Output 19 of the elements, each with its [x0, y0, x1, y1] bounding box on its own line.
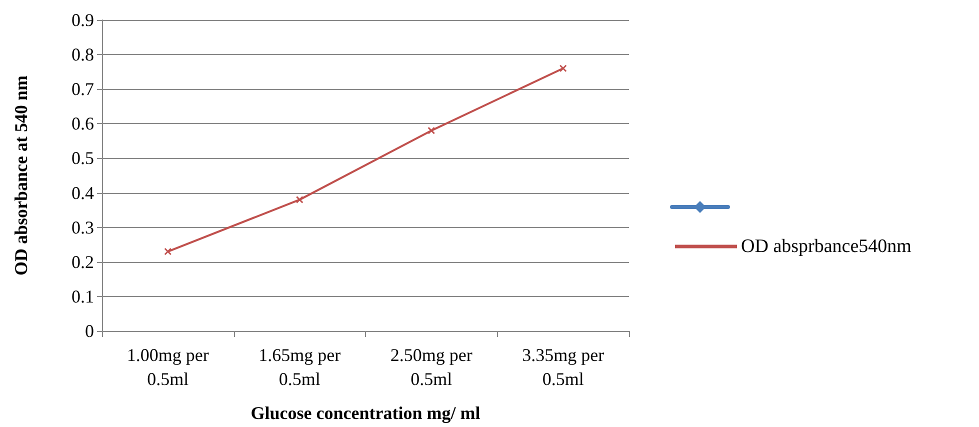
x-axis-title: Glucose concentration mg/ ml — [250, 403, 480, 423]
legend-label: OD absprbance540nm — [741, 236, 912, 257]
y-tick-label: 0.6 — [72, 114, 94, 134]
y-tick-label: 0.3 — [72, 217, 94, 238]
x-tick-label: 2.50mg per 0.5ml — [390, 345, 472, 389]
point — [428, 126, 436, 134]
y-axis-title: OD absorbance at 540 nm — [11, 75, 31, 276]
y-tick-label: 0.2 — [72, 252, 94, 272]
y-tick-label: 0 — [85, 321, 94, 341]
x-tick-label: 3.35mg per 0.5ml — [522, 345, 604, 389]
y-tick-label: 0.8 — [72, 44, 94, 65]
y-tick-label: 0.4 — [72, 182, 94, 203]
x-tick-label: 1.00mg per 0.5ml — [126, 345, 209, 389]
point — [296, 196, 304, 204]
y-tick-label: 0.1 — [72, 286, 94, 306]
y-tick-label: 0.7 — [72, 79, 94, 100]
y-tick-label: 0.5 — [72, 148, 94, 168]
y-tick-label: 0.9 — [72, 10, 94, 30]
x-tick-label: 1.65mg per 0.5ml — [258, 345, 341, 389]
